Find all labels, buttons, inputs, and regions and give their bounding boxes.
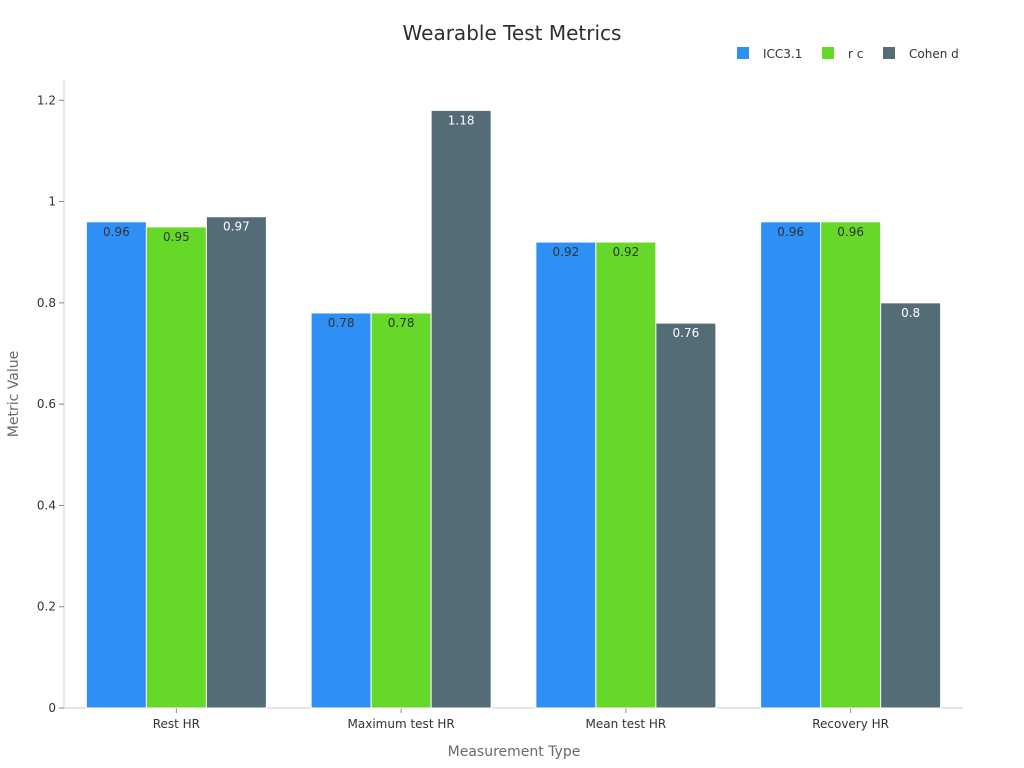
bar-cohen-d — [430, 109, 492, 709]
bar-cohen-d — [205, 216, 267, 709]
data-label: 0.8 — [901, 306, 920, 320]
data-label: 0.97 — [223, 220, 250, 234]
data-label: 0.96 — [103, 225, 130, 239]
data-labels: 0.96 0.95 0.97 0.78 0.78 1.18 0.92 0.92 0.76 0.96… — [103, 113, 920, 340]
data-label: 1.18 — [448, 113, 475, 127]
legend-swatch — [822, 47, 834, 59]
x-axis: Rest HR Maximum test HR Mean test HR Recove… — [64, 707, 963, 731]
bar-cohen-d — [880, 302, 942, 709]
x-tick-label: Mean test HR — [586, 717, 667, 731]
y-axis: 0 0.2 0.4 0.6 0.8 1 1.2 — [37, 80, 65, 715]
data-label: 0.92 — [613, 245, 640, 259]
y-tick-label: 0.6 — [37, 397, 56, 411]
legend-swatch — [883, 47, 895, 59]
legend-label: ICC3.1 — [763, 47, 802, 61]
x-tick-label: Maximum test HR — [348, 717, 455, 731]
x-axis-title: Measurement Type — [448, 744, 581, 760]
data-label: 0.78 — [388, 316, 415, 330]
data-label: 0.92 — [553, 245, 580, 259]
data-label: 0.96 — [777, 225, 804, 239]
y-tick-label: 0.4 — [37, 498, 56, 512]
data-label: 0.96 — [837, 225, 864, 239]
bar-icc3-1 — [310, 312, 372, 709]
bar-r-c — [820, 221, 882, 709]
y-tick-label: 0.2 — [37, 600, 56, 614]
y-tick-label: 1 — [48, 195, 56, 209]
bar-icc3-1 — [760, 221, 822, 709]
bar-icc3-1 — [535, 241, 597, 709]
bar-icc3-1 — [85, 221, 147, 709]
bars — [85, 109, 942, 709]
y-tick-label: 1.2 — [37, 93, 56, 107]
bar-r-c — [145, 226, 207, 709]
bar-cohen-d — [655, 322, 717, 709]
data-label: 0.95 — [163, 230, 190, 244]
chart-title: Wearable Test Metrics — [403, 21, 622, 45]
bar-r-c — [595, 241, 657, 709]
x-tick-label: Recovery HR — [812, 717, 889, 731]
y-tick-label: 0 — [48, 701, 56, 715]
x-tick-label: Rest HR — [153, 717, 200, 731]
legend-label: Cohen d — [909, 47, 959, 61]
bar-r-c — [370, 312, 432, 709]
y-axis-title: Metric Value — [6, 351, 22, 437]
data-label: 0.78 — [328, 316, 355, 330]
y-tick-label: 0.8 — [37, 296, 56, 310]
legend-swatch — [737, 47, 749, 59]
data-label: 0.76 — [673, 326, 700, 340]
legend: ICC3.1 r c Cohen d — [737, 47, 959, 61]
legend-label: r c — [848, 47, 863, 61]
